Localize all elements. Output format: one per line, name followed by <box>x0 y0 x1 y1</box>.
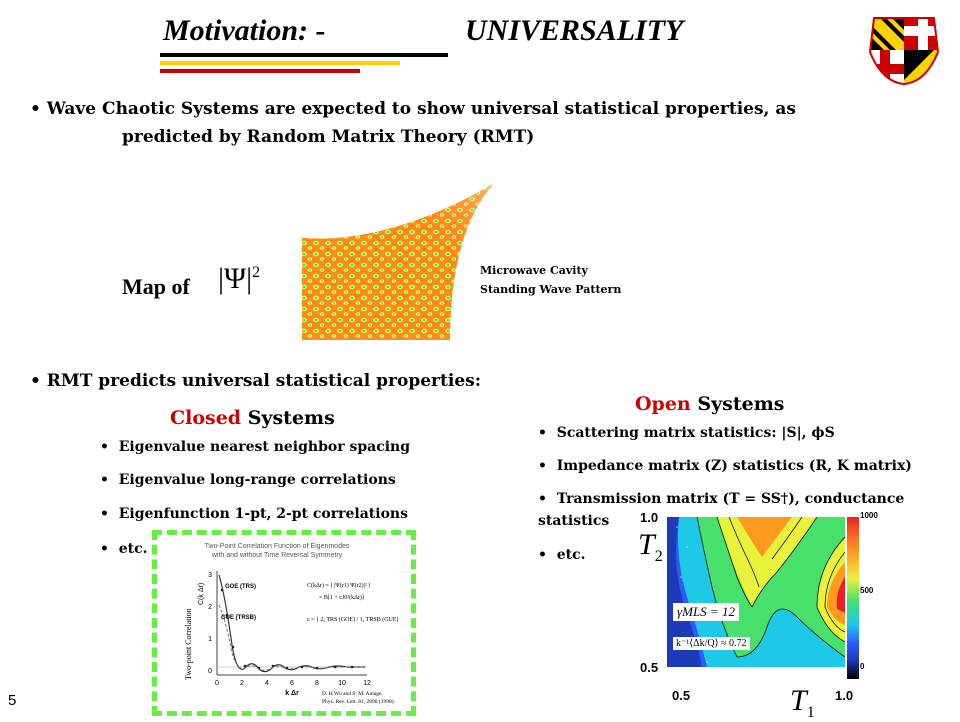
open-item-3-cont: statistics <box>538 513 610 529</box>
intro-line-1: Wave Chaotic Systems are expected to sho… <box>46 99 796 119</box>
corr-xtick-6: 6 <box>290 680 294 687</box>
title-underline-red <box>160 69 360 73</box>
open-systems-title: Open Systems <box>635 393 785 415</box>
contour-ylabel: T2 <box>638 528 663 565</box>
contour-y-top: 1.0 <box>640 510 659 525</box>
corr-ytick-2: 2 <box>208 604 212 611</box>
open-systems-word: Systems <box>690 393 785 415</box>
bullet-dot: • <box>30 371 47 391</box>
correlation-plot-frame: Two-Point Correlation Function of Eigenm… <box>152 530 416 716</box>
corr-citation-1: D. H Wu and S. M. Anlage, <box>322 691 383 697</box>
psi-abs: |Ψ| <box>218 262 253 295</box>
rmt-line: RMT predicts universal statistical prope… <box>46 371 481 391</box>
university-logo <box>866 12 942 88</box>
corr-xtick-2: 2 <box>240 680 244 687</box>
title-underline-yellow <box>160 61 400 65</box>
open-word: Open <box>635 393 691 415</box>
intro-line-2: predicted by Random Matrix Theory (RMT) <box>122 127 535 147</box>
psi-power: 2 <box>252 264 261 281</box>
gue-label: GUE (TRSB) <box>221 615 256 621</box>
rmt-bullet: • RMT predicts universal statistical pro… <box>30 368 481 395</box>
page-title-left: Motivation: - <box>163 14 326 47</box>
closed-systems-title: Closed Systems <box>170 407 335 429</box>
corr-ytick-3: 3 <box>208 572 212 579</box>
title-underline-black <box>160 53 448 57</box>
corr-citation-2: Phys. Rev. Lett. 81, 2890 (1998). <box>322 698 396 705</box>
colorbar-tick-500: 500 <box>860 586 874 595</box>
contour-plot: γMLS = 12 k⁻¹⟨Δk/Q⟩ ≈ 0.72 <box>667 517 845 667</box>
psi-squared-symbol: |Ψ|2 <box>218 262 260 296</box>
corr-xtick-4: 4 <box>265 680 269 687</box>
corr-xtick-0: 0 <box>215 680 219 687</box>
open-item-4: • etc. <box>538 547 586 563</box>
intro-bullet: • Wave Chaotic Systems are expected to s… <box>30 96 930 123</box>
cavity-caption: Microwave Cavity Standing Wave Pattern <box>480 261 621 299</box>
open-item-2: • Impedance matrix (Z) statistics (R, K … <box>538 458 912 474</box>
corr-xtick-8: 8 <box>315 680 319 687</box>
corr-title-1: Two-Point Correlation Function of Eigenm… <box>205 543 350 550</box>
corr-ytick-0: 0 <box>208 668 212 675</box>
corr-formula-3: c = { 2, TRS (GOE) / 1, TRSB (GUE) <box>307 616 399 623</box>
contour-xlabel: T1 <box>790 684 815 721</box>
contour-y-bottom: 0.5 <box>640 660 659 675</box>
corr-formula-2: = B[1 + cJ0²(kΔr)] <box>319 594 364 601</box>
goe-label: GOE (TRS) <box>225 584 256 590</box>
corr-xlabel: k Δr <box>285 690 299 697</box>
open-item-1: • Scattering matrix statistics: |S|, ϕS <box>538 425 835 441</box>
k-label-box: k⁻¹⟨Δk/Q⟩ ≈ 0.72 <box>673 637 750 650</box>
cavity-caption-line-1: Microwave Cavity <box>480 264 588 277</box>
corr-ytick-1: 1 <box>208 636 212 643</box>
closed-word: Closed <box>170 407 242 429</box>
bullet-dot: • <box>30 99 47 119</box>
cavity-caption-line-2: Standing Wave Pattern <box>480 283 622 296</box>
closed-item-2: • Eigenvalue long-range correlations <box>100 472 396 488</box>
open-item-3: • Transmission matrix (T = SS†), conduct… <box>538 491 905 507</box>
microwave-cavity-image <box>300 184 495 340</box>
corr-xtick-12: 12 <box>363 680 371 687</box>
colorbar-tick-0: 0 <box>860 662 865 671</box>
closed-systems-word: Systems <box>241 407 335 429</box>
contour-colorbar <box>847 517 859 679</box>
corr-title-2: with and without Time Reversal Symmetry <box>211 552 343 559</box>
contour-x-left: 0.5 <box>672 688 691 703</box>
corr-ylabel-2: C(k Δr) <box>198 583 205 605</box>
page-number: 5 <box>8 692 17 709</box>
gamma-label-box: γMLS = 12 <box>673 603 739 621</box>
corr-ylabel: Two-point Correlation <box>184 608 193 680</box>
closed-item-3: • Eigenfunction 1-pt, 2-pt correlations <box>100 506 408 522</box>
contour-x-right: 1.0 <box>835 688 854 703</box>
colorbar-tick-1000: 1000 <box>860 511 878 520</box>
closed-item-4: • etc. <box>100 541 148 557</box>
closed-item-1: • Eigenvalue nearest neighbor spacing <box>100 439 411 455</box>
corr-xtick-10: 10 <box>338 680 346 687</box>
page-title-right: UNIVERSALITY <box>465 14 684 47</box>
corr-formula-1: C(kΔr) = ⟨ |Ψ(r1) Ψ(r2)|² ⟩ <box>307 582 370 589</box>
map-of-label: Map of <box>122 274 190 299</box>
